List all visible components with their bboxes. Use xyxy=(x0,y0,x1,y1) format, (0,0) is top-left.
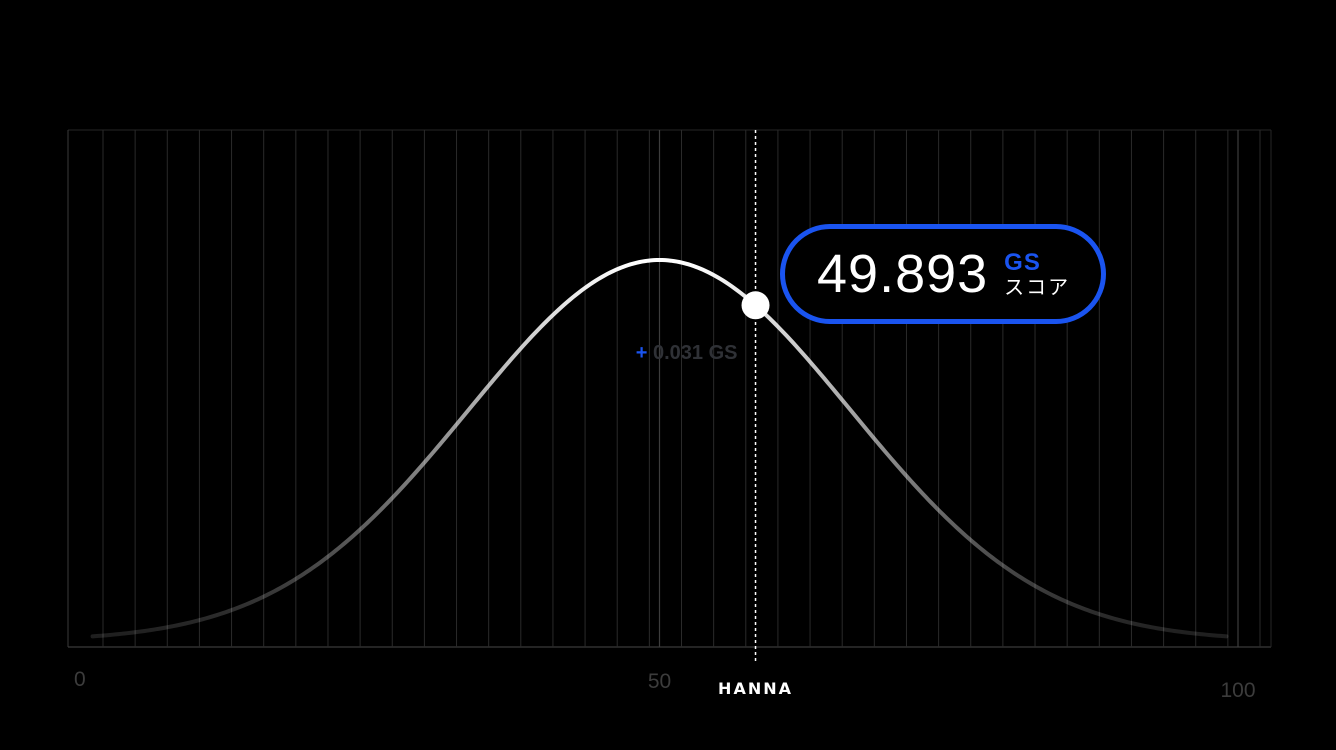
marker-name-label: HANNA xyxy=(718,679,793,698)
x-tick-label: 100 xyxy=(1220,679,1255,702)
score-value: 49.893 xyxy=(817,244,989,304)
score-unit-subtitle: スコア xyxy=(1004,275,1071,299)
chart-grid xyxy=(67,129,1272,648)
score-callout: 49.893 GS スコア xyxy=(780,224,1106,324)
distribution-curve xyxy=(90,257,1229,639)
marker-layer: HANNA + 0.031 GS xyxy=(636,130,793,698)
delta-sign: + xyxy=(636,342,653,364)
marker-dot xyxy=(741,291,770,320)
score-unit: GS xyxy=(1004,249,1041,276)
delta-value: 0.031 GS xyxy=(653,342,738,364)
delta-label: + 0.031 GS xyxy=(636,342,738,364)
score-unit-group: GS スコア xyxy=(1004,249,1071,299)
x-axis-ticks: 0 50 100 xyxy=(74,668,1256,702)
x-tick-label: 0 xyxy=(74,668,86,691)
x-tick-label: 50 xyxy=(648,670,671,693)
curve-layer xyxy=(90,257,1229,639)
